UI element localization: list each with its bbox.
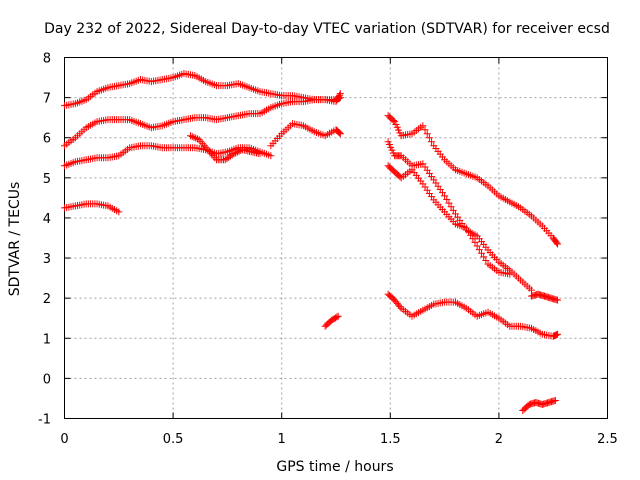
y-tick-label: -1 bbox=[38, 413, 51, 428]
x-tick-label: 0 bbox=[60, 432, 68, 447]
data-point bbox=[256, 150, 264, 158]
data-point bbox=[425, 134, 433, 142]
series-arc-10 bbox=[384, 162, 514, 278]
x-tick-label: 1.5 bbox=[380, 432, 401, 447]
y-tick-label: 7 bbox=[43, 92, 51, 107]
x-tick-label: 2 bbox=[495, 432, 503, 447]
series-arc-8 bbox=[384, 112, 562, 248]
data-point bbox=[190, 133, 198, 141]
data-point bbox=[336, 94, 344, 102]
x-tick-label: 2.5 bbox=[597, 432, 618, 447]
data-point bbox=[441, 192, 449, 200]
data-point bbox=[396, 303, 404, 311]
data-point bbox=[475, 246, 483, 254]
y-tick-label: 8 bbox=[43, 52, 51, 67]
data-point bbox=[449, 206, 457, 214]
data-point bbox=[267, 152, 275, 160]
data-point bbox=[335, 128, 343, 136]
data-point bbox=[419, 122, 427, 130]
data-point bbox=[464, 228, 472, 236]
y-tick-label: 2 bbox=[43, 292, 51, 307]
data-point bbox=[186, 132, 194, 140]
series-arc-11 bbox=[384, 290, 562, 340]
data-point bbox=[473, 242, 481, 250]
data-point bbox=[336, 130, 344, 138]
y-tick-label: 6 bbox=[43, 132, 51, 147]
data-point bbox=[232, 149, 240, 157]
data-point bbox=[506, 270, 514, 278]
data-point bbox=[443, 195, 451, 203]
data-point bbox=[389, 116, 397, 124]
axis-ticks: 0 0.5 1 1.5 2 2.5 -1 0 1 2 3 4 5 6 7 8 bbox=[38, 52, 618, 448]
data-point bbox=[551, 396, 559, 404]
data-point bbox=[478, 249, 486, 257]
data-point bbox=[335, 129, 343, 137]
data-point bbox=[480, 253, 488, 261]
data-point bbox=[188, 133, 196, 141]
data-point bbox=[115, 208, 123, 216]
y-tick-label: 4 bbox=[43, 212, 51, 227]
series-arc-7 bbox=[321, 312, 342, 330]
y-tick-label: 5 bbox=[43, 172, 51, 187]
y-axis-label: SDTVAR / TECUs bbox=[7, 182, 23, 297]
series-arc-9 bbox=[384, 138, 535, 294]
data-point bbox=[527, 286, 535, 294]
data-point bbox=[421, 126, 429, 134]
chart-title: Day 232 of 2022, Sidereal Day-to-day VTE… bbox=[44, 21, 610, 37]
data-points bbox=[61, 70, 562, 414]
series-arc-2 bbox=[61, 94, 344, 150]
series-arc-4 bbox=[186, 132, 264, 164]
series-arc-13 bbox=[519, 396, 559, 414]
plot-frame bbox=[64, 57, 608, 419]
data-point bbox=[467, 231, 475, 239]
data-point bbox=[554, 240, 562, 248]
x-axis-label: GPS time / hours bbox=[276, 459, 393, 475]
grid-lines bbox=[64, 57, 608, 419]
data-point bbox=[233, 148, 241, 156]
data-point bbox=[423, 130, 431, 138]
data-point bbox=[334, 312, 342, 320]
data-point bbox=[235, 147, 243, 155]
series-arc-12 bbox=[527, 290, 562, 304]
y-tick-label: 3 bbox=[43, 252, 51, 267]
series-arc-6 bbox=[61, 200, 123, 216]
data-point bbox=[447, 203, 455, 211]
data-point bbox=[469, 235, 477, 243]
data-point bbox=[428, 138, 436, 146]
x-tick-label: 1 bbox=[278, 432, 286, 447]
y-tick-label: 0 bbox=[43, 372, 51, 387]
data-point bbox=[554, 330, 562, 338]
data-point bbox=[192, 134, 200, 142]
data-point bbox=[482, 256, 490, 264]
data-point bbox=[553, 239, 561, 247]
y-tick-label: 1 bbox=[43, 332, 51, 347]
data-point bbox=[445, 199, 453, 207]
data-point bbox=[554, 296, 562, 304]
data-point bbox=[471, 238, 479, 246]
data-point bbox=[462, 224, 470, 232]
series-arc-5 bbox=[267, 120, 344, 150]
data-point bbox=[230, 150, 238, 158]
x-tick-label: 0.5 bbox=[163, 432, 184, 447]
data-point bbox=[333, 313, 341, 321]
